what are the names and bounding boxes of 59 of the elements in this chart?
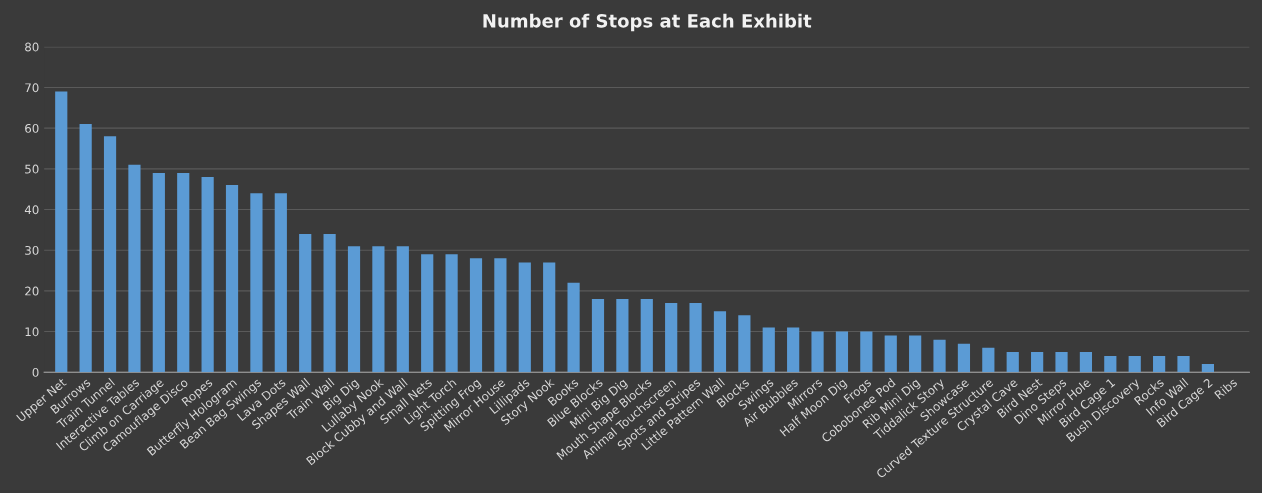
- bar: [738, 315, 751, 373]
- y-tick-label: 80: [25, 42, 39, 52]
- bar: [713, 311, 727, 373]
- bar: [201, 176, 214, 373]
- bar: [347, 246, 361, 373]
- bar: [323, 233, 336, 373]
- bar: [957, 343, 971, 373]
- bar: [933, 339, 946, 373]
- y-tick-label: 0: [32, 367, 39, 377]
- bar: [128, 164, 141, 373]
- bar: [1031, 351, 1044, 373]
- bar: [1128, 355, 1141, 373]
- bar: [299, 233, 312, 373]
- bar: [689, 303, 702, 373]
- bar: [396, 246, 409, 373]
- bar: [152, 172, 165, 373]
- bar: [665, 303, 678, 373]
- bar: [1104, 355, 1117, 373]
- bar: [250, 193, 263, 373]
- bar: [835, 331, 849, 373]
- bar: [543, 262, 556, 373]
- bar: [79, 124, 92, 373]
- chart-title: Number of Stops at Each Exhibit: [483, 13, 812, 32]
- bar: [494, 258, 507, 373]
- bar: [1006, 351, 1019, 373]
- bar: [518, 262, 531, 373]
- y-tick-label: 60: [25, 123, 39, 133]
- y-tick-label: 70: [25, 83, 39, 93]
- bar: [616, 299, 629, 373]
- y-tick-label: 30: [25, 245, 39, 255]
- bar: [982, 347, 995, 373]
- bar: [469, 258, 483, 373]
- bar: [103, 136, 117, 373]
- bar: [591, 299, 605, 373]
- bar: [909, 335, 922, 373]
- bar: [567, 282, 580, 373]
- bar: [1201, 364, 1214, 373]
- bar: [1153, 355, 1166, 373]
- bar: [421, 254, 434, 373]
- bar: [762, 327, 775, 373]
- bar: [787, 327, 800, 373]
- bar: [1177, 355, 1190, 373]
- bar: [1055, 351, 1068, 373]
- bar: [274, 193, 287, 373]
- bar: [640, 299, 653, 373]
- x-tick-label: Ribs: [1213, 377, 1238, 400]
- bar: [177, 172, 190, 373]
- bar: [225, 185, 239, 373]
- bar: [1079, 351, 1093, 373]
- y-tick-label: 50: [25, 164, 39, 174]
- y-tick-label: 10: [25, 327, 39, 337]
- bar: [55, 91, 68, 373]
- y-tick-label: 20: [25, 286, 39, 296]
- bar: [445, 254, 458, 373]
- bar: [860, 331, 873, 373]
- y-tick-label: 40: [24, 205, 39, 215]
- bar: [372, 246, 385, 373]
- bar: [811, 331, 824, 373]
- bar: [884, 335, 897, 373]
